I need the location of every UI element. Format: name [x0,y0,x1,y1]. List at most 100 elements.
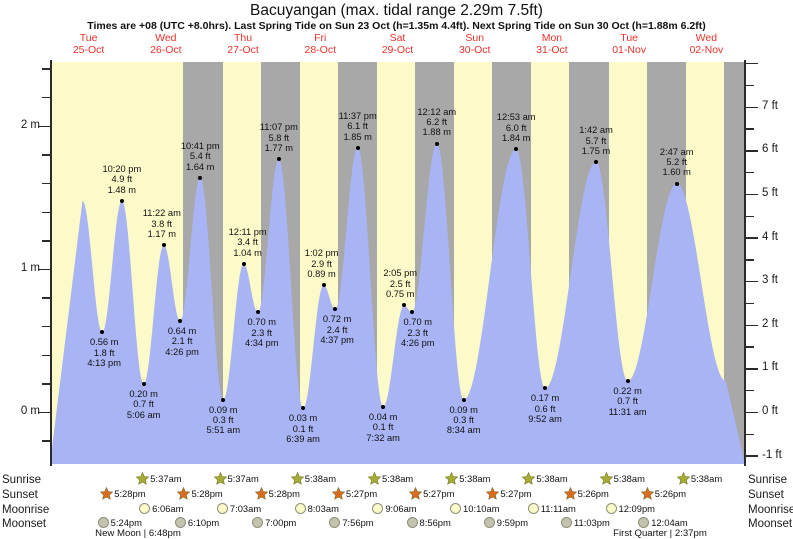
sunrise-cell: 5:38am [599,472,645,485]
tide-low-marker [409,310,414,315]
moonrise-cell: 12:09pm [605,503,655,514]
astro-time: 5:38am [459,473,491,484]
y-tick-minor-left [42,240,50,242]
tide-annotation-line: 0.75 m [385,289,415,299]
tide-annotation-line: 4:26 pm [165,346,199,357]
astro-time: 5:28pm [191,488,223,499]
tide-annotation-line: 5.2 ft [666,157,688,167]
tide-annotation-line: 6:39 am [286,434,320,445]
tide-annotation-line: 0.22 m [613,386,642,397]
tide-low-marker [381,404,386,409]
night-band [723,62,745,464]
sunrise-cell: 5:37am [213,472,259,485]
tide-annotation-line: 2.5 ft [389,278,411,289]
moonrise-cell: 9:06am [372,503,417,514]
tide-low-annotation: 0.09 m 0.3 ft 5:51 am [206,405,240,436]
day-date: 25-Oct [72,44,105,56]
tide-annotation-line: 4:34 pm [244,338,279,349]
tide-high-marker [434,141,439,146]
tide-annotation-line: 2.3 ft [251,327,273,338]
day-header-9: Wed 02-Nov [668,32,745,56]
sunset-cell: 5:27pm [409,487,454,500]
tide-annotation-line: 0.09 m [209,404,238,415]
y-axis-label-right: 4 ft [762,230,778,243]
y-tick-minor-right [746,215,754,217]
astro-time: 7:03am [229,503,262,514]
sunset-cell: 5:28pm [100,487,146,500]
astro-time: 6:10pm [187,517,220,528]
astro-time: 9:59pm [496,517,529,528]
tide-low-annotation: 0.70 m 2.3 ft 4:34 pm [245,317,279,348]
tide-annotation-line: 0.72 m [322,314,352,325]
moonset-cell: 7:56pm [329,517,374,528]
astro-row-label-sunset: Sunset [2,489,38,501]
sunset-star-icon [331,487,345,500]
moonset-icon [329,517,341,528]
tide-annotation-line: 11:31 am [608,406,647,417]
day-date: 29-Oct [381,44,414,56]
sunrise-cell: 5:38am [367,472,413,485]
tide-low-marker [255,310,260,315]
tide-annotation-line: 10:41 pm [180,140,220,151]
tide-annotation-line: 1.77 m [264,143,294,154]
tide-high-marker [321,283,326,288]
tide-annotation-line: 0.1 ft [292,423,314,434]
tide-high-marker [674,181,679,186]
y-axis-label-left: 2 m [20,118,40,131]
tide-annotation-line: 11:22 am [142,208,181,219]
astro-time: 5:38am [690,473,723,484]
day-header-6: Sun 30-Oct [436,32,513,56]
y-tick-major-left [38,125,50,128]
moon-phase-disc [174,517,186,528]
astro-row-label-moonset: Moonset [2,518,47,530]
sunset-star-icon [100,487,114,500]
tide-annotation-line: 2.9 ft [311,258,332,269]
day-date: 30-Oct [458,44,491,56]
y-tick-minor-left [42,325,50,328]
tide-annotation-line: 1.64 m [185,161,215,172]
y-tick-major-right [746,150,758,152]
page-subtitle: Times are +08 (UTC +8.0hrs). Last Spring… [87,20,706,32]
moon-phase-disc [216,503,228,514]
moonrise-icon [527,503,540,514]
tide-plot-area [50,62,745,464]
sunset-star-icon [563,487,577,500]
day-header-5: Sat 29-Oct [359,32,436,56]
tide-high-annotation: 10:20 pm 4.9 ft 1.48 m [102,164,141,195]
tide-high-marker [355,145,360,150]
tide-annotation-line: 0.17 m [530,393,560,404]
moon-phase-disc [372,503,384,514]
tide-low-marker [333,307,338,312]
tide-annotation-line: 4:37 pm [320,335,354,346]
astro-row-label-moonrise: Moonrise [2,504,50,516]
tide-annotation-line: 4.9 ft [111,174,133,185]
moonrise-cell: 8:03am [294,503,339,514]
tide-annotation-line: 0.64 m [167,325,197,336]
sunrise-star-icon [290,472,304,485]
moonset-icon [638,517,650,528]
sunset-cell: 5:26pm [563,487,609,500]
astro-time: 5:24pm [110,517,142,528]
y-tick-major-right [746,455,758,457]
sunrise-star-icon [367,472,381,485]
day-date: 28-Oct [304,44,337,56]
moon-phase-disc [252,517,264,528]
sunrise-star-icon [445,472,459,485]
tide-annotation-line: 10:20 pm [102,163,142,174]
tide-annotation-line: 0.7 ft [617,396,638,407]
tide-annotation-line: 0.7 ft [133,399,154,410]
tide-low-marker [461,397,466,402]
tide-low-marker [625,379,630,384]
y-tick-major-right [746,62,758,65]
day-date: 01-Nov [612,44,647,56]
y-axis-label-right: 1 ft [762,361,778,374]
moon-phase-disc [139,503,151,514]
tide-high-annotation: 12:12 am 6.2 ft 1.88 m [417,107,456,138]
tide-annotation-line: 5.8 ft [268,132,290,143]
day-date: 31-Oct [536,44,568,56]
day-weekday: Tue [79,32,98,44]
moonrise-cell: 7:03am [216,503,262,514]
astro-time: 5:26pm [654,488,687,499]
y-tick-major-left [38,268,50,271]
tide-annotation-line: 0.56 m [89,337,119,348]
